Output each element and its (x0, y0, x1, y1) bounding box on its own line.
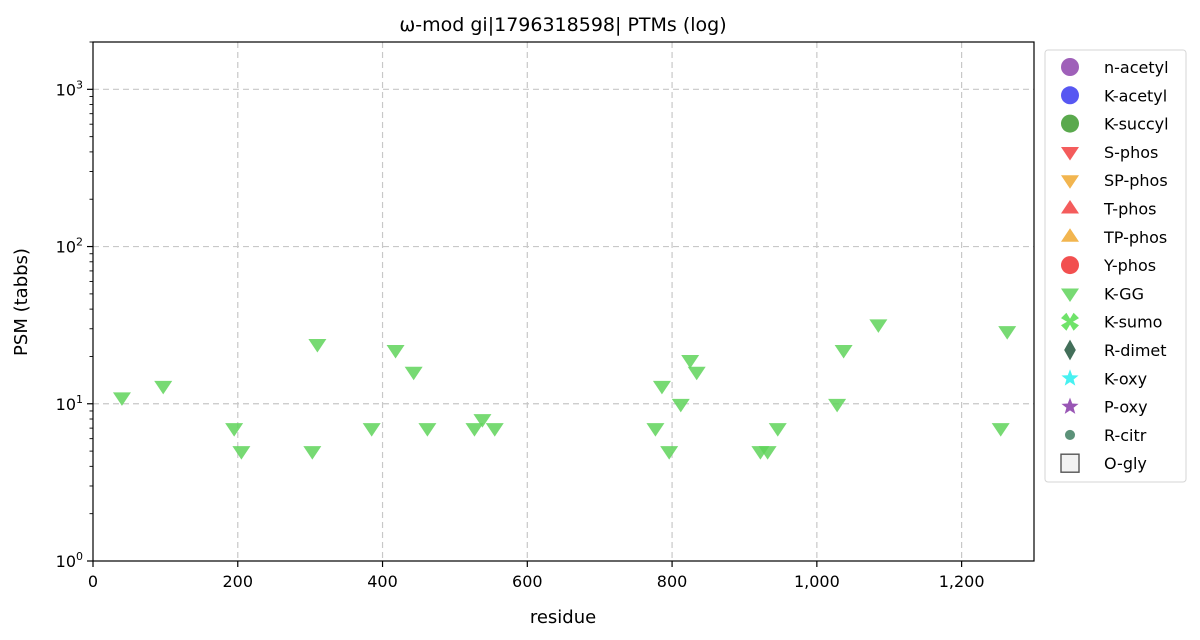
legend-marker (1061, 288, 1079, 302)
data-point (646, 423, 665, 437)
plot-frame (92, 41, 1035, 562)
axes-layer: 0 200 400 600 800 1,000 1,200 100 101 102 103 (56, 41, 1035, 591)
legend-item: K-succyl (1061, 114, 1169, 134)
data-point (362, 423, 381, 437)
x-axis-label: residue (530, 607, 596, 628)
legend-label: n-acetyl (1104, 58, 1169, 77)
legend-marker (1061, 114, 1079, 133)
data-point (652, 380, 671, 395)
legend-item: n-acetyl (1061, 58, 1169, 77)
legend-marker (1064, 339, 1076, 361)
data-point (232, 446, 251, 460)
data-point (225, 423, 244, 437)
legend-marker (1061, 58, 1079, 76)
y-axis-label: PSM (tabbs) (11, 248, 32, 356)
data-point (154, 380, 173, 395)
y-tick-label: 100 (56, 550, 83, 571)
legend-item: SP-phos (1061, 171, 1168, 190)
legend-marker (1061, 146, 1079, 161)
legend-marker (1061, 369, 1079, 386)
data-point (386, 344, 405, 359)
data-point (998, 326, 1017, 340)
legend-item: K-GG (1061, 284, 1144, 303)
legend-label: Y-phos (1103, 256, 1156, 275)
y-tick-label: 101 (56, 393, 83, 414)
legend-marker (1064, 429, 1076, 440)
data-point (681, 354, 700, 369)
legend-marker (1061, 397, 1079, 414)
legend-label: K-acetyl (1104, 86, 1167, 105)
legend-item: T-phos (1061, 200, 1157, 219)
legend-item: O-gly (1060, 453, 1147, 473)
legend-marker (1061, 256, 1079, 275)
x-tick-label: 800 (657, 572, 688, 591)
data-point (404, 366, 423, 381)
legend-item: R-dimet (1064, 339, 1167, 361)
data-point (687, 366, 706, 381)
data-point (465, 423, 484, 437)
legend-label: TP-phos (1103, 228, 1167, 247)
data-point (112, 392, 131, 406)
legend: n-acetyl K-acetyl K-succyl S-phos SP-phos T-p… (1044, 49, 1187, 483)
legend-item: K-acetyl (1061, 86, 1167, 105)
legend-marker (1061, 228, 1079, 242)
legend-label: K-sumo (1104, 313, 1162, 332)
legend-label: K-GG (1104, 284, 1144, 303)
data-point (991, 423, 1010, 437)
legend-item: Y-phos (1061, 256, 1156, 275)
data-point (660, 446, 679, 460)
data-point (768, 423, 787, 437)
legend-item: S-phos (1061, 143, 1158, 162)
legend-label: SP-phos (1104, 171, 1168, 190)
x-tick-label: 1,000 (794, 572, 840, 591)
legend-marker (1060, 453, 1080, 473)
x-tick-label: 0 (88, 572, 98, 591)
legend-label: R-dimet (1104, 341, 1167, 360)
legend-label: K-succyl (1104, 115, 1169, 134)
data-point (303, 446, 322, 460)
legend-label: P-oxy (1104, 398, 1148, 417)
legend-item: R-citr (1064, 426, 1147, 445)
legend-frame (1044, 49, 1187, 483)
data-point (473, 414, 492, 428)
data-point (828, 398, 847, 413)
data-point (418, 423, 437, 437)
chart-title: ω-mod gi|1796318598| PTMs (log) (399, 14, 726, 36)
legend-marker (1061, 175, 1079, 189)
legend-item: P-oxy (1061, 397, 1148, 417)
legend-marker (1061, 312, 1079, 331)
x-tick-label: 200 (222, 572, 253, 591)
points-layer (112, 319, 1017, 460)
x-tick-label: 600 (512, 572, 543, 591)
grid-layer (93, 42, 1034, 561)
legend-marker (1061, 86, 1079, 105)
x-tick-label: 1,200 (939, 572, 985, 591)
y-tick-label: 102 (56, 236, 83, 257)
legend-label: T-phos (1103, 200, 1157, 219)
data-point (869, 319, 888, 333)
data-point (308, 339, 327, 353)
data-point (485, 423, 504, 437)
data-point (671, 398, 690, 413)
y-tick-label: 103 (56, 78, 83, 99)
x-tick-label: 400 (367, 572, 398, 591)
legend-item: K-sumo (1061, 312, 1162, 332)
legend-label: K-oxy (1104, 369, 1147, 388)
data-point (758, 446, 777, 460)
legend-marker (1061, 199, 1079, 214)
data-point (834, 344, 853, 359)
legend-item: TP-phos (1061, 228, 1167, 247)
legend-item: K-oxy (1061, 369, 1147, 388)
legend-label: R-citr (1104, 426, 1147, 445)
legend-label: O-gly (1104, 454, 1147, 473)
legend-label: S-phos (1104, 143, 1158, 162)
